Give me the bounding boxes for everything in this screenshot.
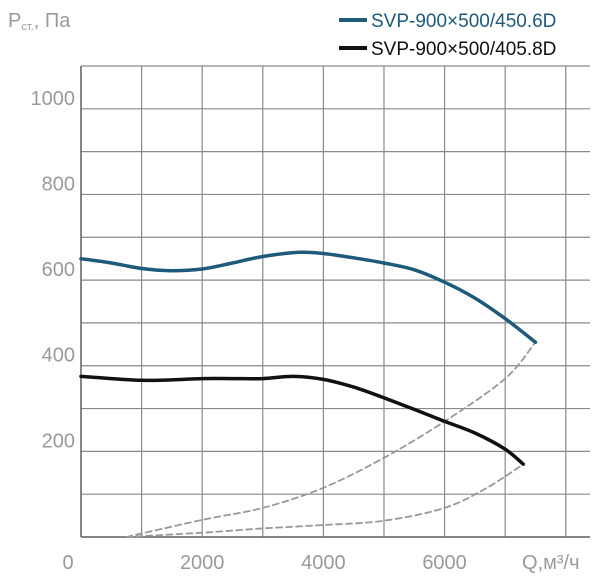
system-curve-2 — [125, 463, 525, 538]
y-tick-label: 200 — [42, 430, 75, 452]
legend: SVP-900×500/450.6D SVP-900×500/405.8D — [339, 11, 556, 60]
system-curve-1 — [125, 341, 537, 538]
y-tick-label: 1000 — [31, 88, 76, 110]
series-line-2 — [79, 374, 526, 466]
x-tick-label: 4000 — [301, 552, 346, 574]
series-line-1 — [79, 250, 538, 344]
tick-labels: 0 2000 4000 6000 200 400 600 800 1000 — [31, 88, 467, 574]
y-tick-label: 400 — [42, 345, 75, 367]
legend-label-series-2: SVP-900×500/405.8D — [371, 39, 556, 60]
legend-label-series-1: SVP-900×500/450.6D — [371, 11, 556, 32]
x-tick-label: 0 — [62, 552, 73, 574]
grid — [80, 65, 590, 538]
series-lines — [79, 250, 538, 538]
y-tick-label: 600 — [42, 259, 75, 281]
y-tick-label: 800 — [42, 173, 75, 195]
y-axis-label: Pст., Па — [8, 10, 71, 33]
x-tick-label: 6000 — [422, 552, 467, 574]
x-axis-label: Q,м³/ч — [522, 552, 580, 574]
x-tick-label: 2000 — [180, 552, 225, 574]
